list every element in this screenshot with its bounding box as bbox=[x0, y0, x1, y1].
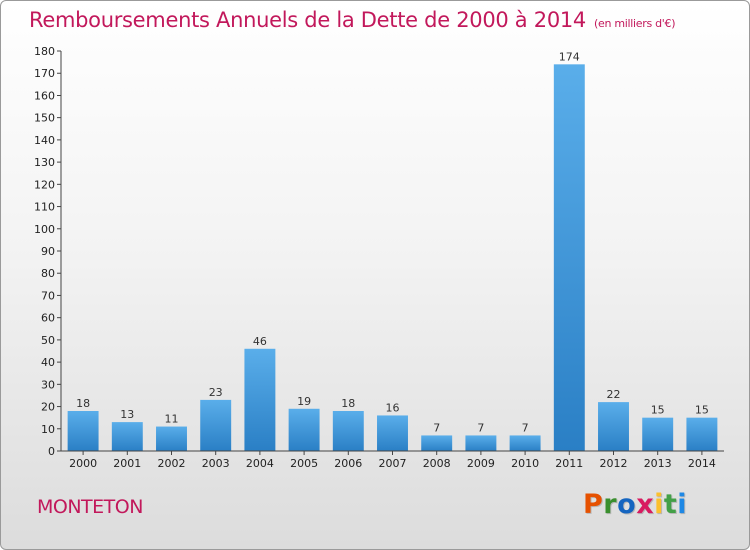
logo-letter: o bbox=[617, 489, 637, 520]
commune-name: MONTETON bbox=[37, 496, 143, 518]
y-tick-label: 180 bbox=[34, 45, 55, 58]
bar-2012 bbox=[598, 402, 629, 451]
value-label-2009: 7 bbox=[477, 421, 484, 434]
value-label-2010: 7 bbox=[522, 421, 529, 434]
chart-title: Remboursements Annuels de la Dette de 20… bbox=[29, 8, 675, 32]
value-label-2011: 174 bbox=[559, 50, 580, 63]
logo-letter: x bbox=[636, 489, 655, 520]
value-label-2005: 19 bbox=[297, 395, 311, 408]
x-tick-label-2002: 2002 bbox=[158, 457, 186, 470]
y-axis: 0 10 20 30 40 50 60 70 80 90 100 110 120 130 140 150 160… bbox=[34, 45, 62, 458]
x-axis: 2000 2001 2002 2003 2004 2005 2006 2007 2008 2009… bbox=[61, 450, 724, 470]
value-label-2004: 46 bbox=[253, 335, 267, 348]
y-tick-label: 160 bbox=[34, 89, 55, 102]
value-label-2008: 7 bbox=[433, 421, 440, 434]
y-tick-label: 20 bbox=[41, 401, 55, 414]
logo-letter: r bbox=[603, 489, 618, 520]
y-tick-label: 0 bbox=[48, 445, 55, 458]
bar-2003 bbox=[200, 399, 232, 451]
y-tick-label: 10 bbox=[41, 423, 55, 436]
y-tick-label: 100 bbox=[34, 223, 55, 236]
x-tick-label-2013: 2013 bbox=[644, 457, 672, 470]
bar-2009 bbox=[465, 435, 497, 451]
y-tick-label: 150 bbox=[34, 112, 55, 125]
bar-2006 bbox=[332, 411, 364, 451]
x-tick-label-2014: 2014 bbox=[688, 457, 716, 470]
y-tick-label: 90 bbox=[41, 245, 55, 258]
y-tick-label: 140 bbox=[34, 134, 55, 147]
x-tick-label-2012: 2012 bbox=[600, 457, 628, 470]
bar-2007 bbox=[377, 415, 408, 451]
value-label-2012: 22 bbox=[607, 388, 621, 401]
bar-2011 bbox=[553, 64, 585, 452]
y-tick-label: 120 bbox=[34, 178, 55, 191]
y-tick-label: 80 bbox=[41, 267, 55, 280]
value-label-2006: 18 bbox=[341, 397, 355, 410]
y-tick-label: 30 bbox=[41, 378, 55, 391]
value-label-2001: 13 bbox=[120, 408, 134, 421]
y-tick-label: 110 bbox=[34, 201, 55, 214]
bar-2005 bbox=[288, 408, 320, 451]
x-tick-label-2006: 2006 bbox=[334, 457, 362, 470]
x-tick-label-2011: 2011 bbox=[555, 457, 583, 470]
x-tick-label-2000: 2000 bbox=[69, 457, 97, 470]
y-tick-label: 170 bbox=[34, 67, 55, 80]
bar-2008 bbox=[421, 435, 453, 451]
x-tick-label-2004: 2004 bbox=[246, 457, 274, 470]
y-tick-label: 40 bbox=[41, 356, 55, 369]
y-tick-label: 70 bbox=[41, 289, 55, 302]
bar-2002 bbox=[156, 426, 187, 451]
bar-2014 bbox=[686, 417, 718, 451]
logo-letter: i bbox=[677, 489, 688, 520]
proxiti-logo: Proxiti bbox=[583, 489, 687, 520]
value-label-2014: 15 bbox=[695, 404, 709, 417]
value-label-2013: 15 bbox=[651, 404, 665, 417]
bar-2010 bbox=[509, 435, 541, 451]
unit-label: (en milliers d'€) bbox=[594, 17, 676, 30]
logo-letter: t bbox=[663, 489, 678, 520]
x-tick-label-2003: 2003 bbox=[202, 457, 230, 470]
title-text: Remboursements Annuels de la Dette de 20… bbox=[29, 8, 586, 32]
bars: 18 13 11 23 46 19 18 16 7 7 7 174 22 15 15 bbox=[67, 50, 718, 452]
y-tick-label: 50 bbox=[41, 334, 55, 347]
logo-letter: P bbox=[583, 489, 604, 520]
y-tick-label: 60 bbox=[41, 312, 55, 325]
y-tick-label: 130 bbox=[34, 156, 55, 169]
x-tick-label-2001: 2001 bbox=[113, 457, 141, 470]
bar-2004 bbox=[244, 348, 276, 451]
bar-2013 bbox=[642, 417, 674, 451]
x-tick-label-2008: 2008 bbox=[423, 457, 451, 470]
value-label-2003: 23 bbox=[209, 386, 223, 399]
value-label-2002: 11 bbox=[165, 413, 179, 426]
x-tick-label-2005: 2005 bbox=[290, 457, 318, 470]
x-tick-label-2009: 2009 bbox=[467, 457, 495, 470]
x-tick-label-2007: 2007 bbox=[379, 457, 407, 470]
value-label-2000: 18 bbox=[76, 397, 90, 410]
logo-letter: i bbox=[654, 489, 664, 520]
x-tick-label-2010: 2010 bbox=[511, 457, 539, 470]
value-label-2007: 16 bbox=[386, 401, 400, 414]
bar-2001 bbox=[111, 422, 143, 451]
bar-2000 bbox=[67, 411, 99, 451]
